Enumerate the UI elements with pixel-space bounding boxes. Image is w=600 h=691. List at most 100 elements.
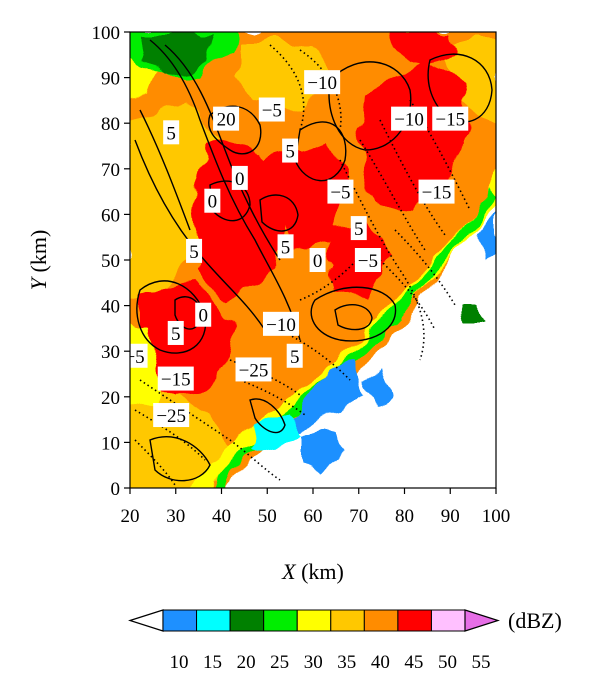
contour-label: 20 [213, 106, 240, 131]
contour-label-box [204, 188, 221, 213]
contour-label-box [309, 248, 326, 272]
contour-label-text: 5 [354, 219, 364, 240]
contour-label-text: −5 [358, 251, 378, 272]
contour-label-box [327, 179, 354, 204]
y-tick-label: 40 [101, 297, 120, 318]
contour-label: 0 [309, 248, 326, 272]
contour-label-text: −25 [156, 406, 186, 427]
contour-label-box [262, 311, 299, 336]
colorbar-tick-label: 55 [472, 652, 491, 673]
colorbar-tick-label: 20 [237, 652, 256, 673]
contour-label-box [195, 302, 212, 327]
colorbar-swatch [229, 609, 265, 632]
x-tick-label: 60 [304, 506, 323, 527]
x-tick-label: 30 [166, 506, 185, 527]
contour-label-box [418, 179, 455, 204]
contour-label-box [354, 248, 381, 272]
contour-label: 0 [231, 165, 248, 190]
contour-label: −10 [391, 106, 428, 131]
contour-label-text: −15 [422, 183, 452, 204]
contour-label-text: 5 [166, 123, 176, 144]
y-tick-label: 0 [111, 479, 121, 500]
contour-label-text: 20 [217, 110, 236, 131]
contour-label: −10 [304, 70, 341, 95]
contour-label-box [258, 97, 285, 122]
contour-label-box [167, 320, 184, 345]
contour-label-box [186, 238, 203, 263]
contour-label-text: −25 [239, 360, 269, 381]
contour-label: −15 [432, 106, 469, 131]
contour-label-text: 5 [189, 242, 199, 263]
x-tick-label: 50 [258, 506, 277, 527]
y-tick-label: 80 [101, 114, 120, 135]
contour-label-text: 5 [290, 347, 300, 368]
contour-label: 5 [282, 138, 299, 163]
contour-label-text: 0 [198, 306, 208, 327]
y-tick-label: 100 [92, 23, 121, 44]
contour-label-box [157, 366, 194, 391]
contour-label-box [391, 106, 428, 131]
axes: 20 30 40 50 60 70 80 90 100010203040506070809010… [92, 23, 511, 527]
contour-label: 5 [277, 234, 294, 259]
contour-label: 5 [350, 216, 367, 241]
colorbar-tick-label: 25 [270, 652, 289, 673]
contour-label-box [163, 120, 180, 145]
colorbar-tick-label: 45 [404, 652, 423, 673]
contour-label-box [432, 106, 469, 131]
contour-label-text: 5 [285, 142, 295, 163]
colorbar-tick-label: 15 [203, 652, 222, 673]
contour-label: −5 [130, 343, 148, 368]
contour-label-box [286, 343, 303, 368]
x-tick-label: 40 [212, 506, 231, 527]
contour-label: 5 [163, 120, 180, 145]
contour-label: −5 [258, 97, 285, 122]
colorbar-tick-label: 35 [337, 652, 356, 673]
colorbar-swatch [296, 609, 332, 632]
contour-label-text: −10 [394, 110, 424, 131]
contour-label-box [213, 106, 240, 131]
colorbar-unit: (dBZ) [508, 608, 562, 633]
x-tick-label: 100 [482, 506, 511, 527]
contour-label-box [235, 357, 272, 382]
colorbar-tick-label: 10 [170, 652, 189, 673]
contour-label: −5 [327, 179, 354, 204]
y-tick-label: 10 [101, 433, 120, 454]
x-tick-label: 80 [395, 506, 414, 527]
colorbar-tick-label: 50 [438, 652, 457, 673]
contour-label-text: −5 [262, 101, 282, 122]
x-tick-label: 90 [441, 506, 460, 527]
colorbar-swatch [430, 609, 466, 632]
colorbar-swatch [162, 609, 198, 632]
x-axis-title: X (km) [281, 559, 344, 584]
colorbar-tick-label: 30 [304, 652, 323, 673]
contour-label: −15 [157, 366, 194, 391]
contour-label-text: 5 [281, 237, 291, 258]
contour-label-text: 0 [313, 251, 323, 272]
contour-label-box [304, 70, 341, 95]
colorbar-swatch [397, 609, 432, 632]
contour-label-box [153, 403, 190, 428]
contour-label-text: −15 [161, 370, 191, 391]
contour-label-text: 0 [208, 192, 218, 213]
contour-label-box [350, 216, 367, 241]
contour-label: 5 [186, 238, 203, 263]
contour-label: 0 [195, 302, 212, 327]
contour-label: −15 [418, 179, 455, 204]
y-tick-label: 20 [101, 388, 120, 409]
y-axis-title: Y (km) [26, 230, 51, 291]
x-tick-label: 20 [121, 506, 140, 527]
y-tick-label: 90 [101, 69, 120, 90]
contour-label-text: −10 [266, 315, 296, 336]
contour-label-text: 0 [235, 169, 245, 190]
contour-label-box [231, 165, 248, 190]
contour-label: −25 [235, 357, 272, 382]
y-tick-label: 60 [101, 205, 120, 226]
contour-label-box [282, 138, 299, 163]
contour-label: 0 [204, 188, 221, 213]
contour-label-text: 5 [171, 324, 181, 345]
contour-label-text: −10 [307, 73, 337, 94]
contour-label: 5 [286, 343, 303, 368]
